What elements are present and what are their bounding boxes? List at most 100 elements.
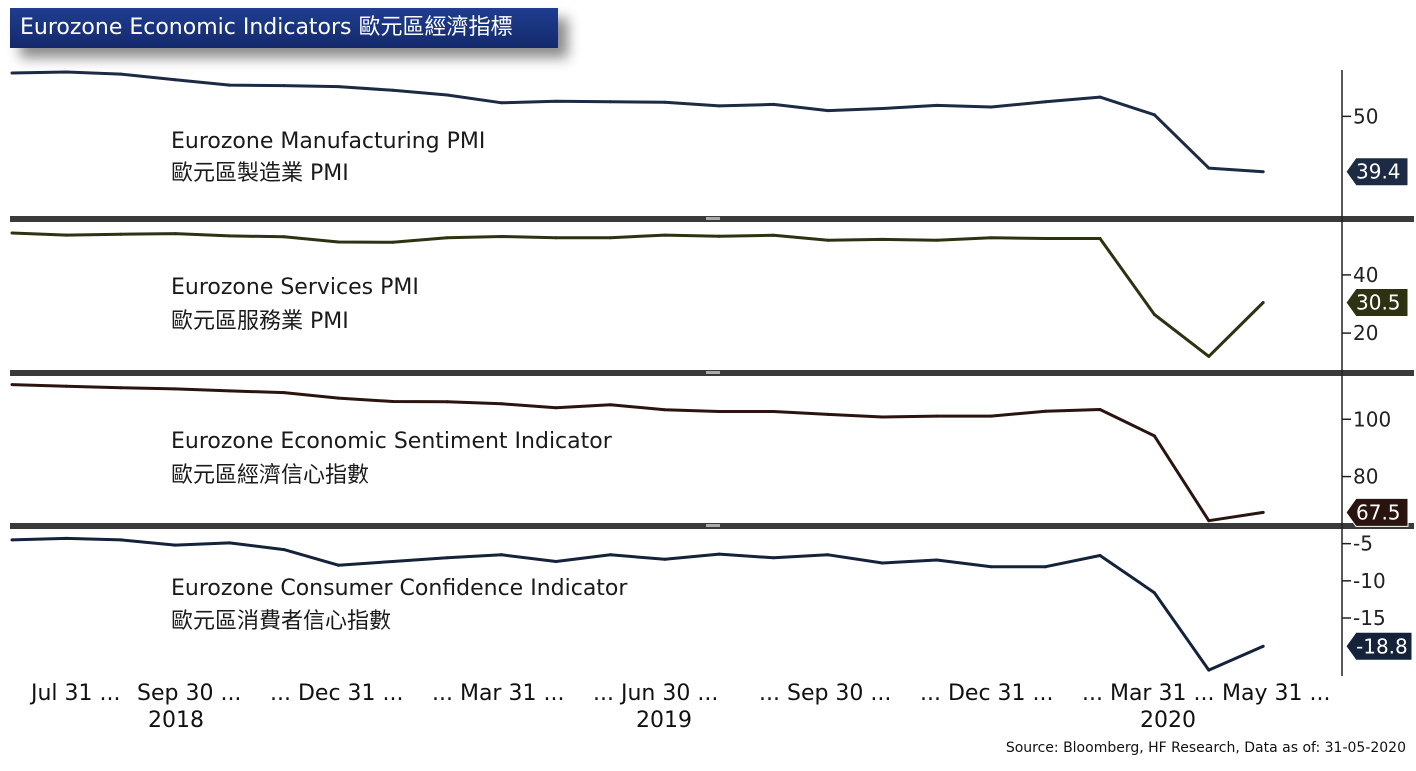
data-point [1152,591,1156,595]
series-label-en: Eurozone Manufacturing PMI [171,129,485,154]
data-point [500,235,504,238]
data-point [391,400,395,403]
data-point [282,548,286,552]
data-point [554,99,558,103]
data-point [1044,565,1048,569]
series-line [11,70,1264,174]
x-tick-label: ... Dec 31 ... [920,681,1054,706]
data-point [1152,113,1156,117]
series-label-en: Eurozone Economic Sentiment Indicator [171,429,613,454]
y-tick-label: 20 [1353,321,1378,345]
data-point [1261,644,1265,648]
x-tick-label: ... Sep 30 ... [759,681,891,706]
data-point [608,403,612,407]
data-point [717,410,721,413]
series-label-en: Eurozone Services PMI [171,275,419,300]
x-tick-label: ... Mar 31 ... [1082,681,1214,706]
data-point [826,109,830,113]
data-point [64,233,68,237]
data-point [1207,354,1211,358]
data-point [663,233,667,237]
x-tick-label: Sep 30 ... [137,681,241,706]
data-point [1098,554,1102,557]
panel-4: Eurozone Consumer Confidence Indicator 歐元… [10,532,1413,672]
data-point [1207,668,1211,672]
last-value-badge [1345,631,1413,661]
data-point [336,240,340,244]
data-point [608,100,612,104]
data-point [391,560,395,563]
x-tick-label: ... Mar 31 ... [432,681,564,706]
x-tick-label: May 31 ... [1222,681,1330,706]
x-tick-label: ... Dec 31 ... [270,681,404,706]
panel-1: Eurozone Manufacturing PMI 歐元區製造業 PMI 50 39… [10,70,1409,187]
data-point [10,538,14,542]
data-point [935,558,939,562]
data-point [282,391,286,395]
data-point [554,236,558,240]
data-point [445,556,449,560]
data-point [228,541,232,545]
data-point [1261,170,1265,174]
data-point [173,543,177,547]
panel-2: Eurozone Services PMI 歐元區服務業 PMI 40 20 30.5 [10,231,1409,358]
data-point [772,102,776,106]
last-value-badge [1345,497,1409,527]
last-value-label: 67.5 [1356,500,1401,524]
x-year-label: 2020 [1140,708,1196,733]
last-value-label: 30.5 [1356,291,1401,315]
data-point [608,236,612,240]
data-point [336,85,340,89]
data-point [282,235,286,239]
panel-dividers [10,216,1414,529]
data-point [663,557,667,561]
data-point [1044,100,1048,104]
last-value-badge [1345,288,1409,318]
series-label-zh: 歐元區服務業 PMI [171,309,349,334]
data-point [445,236,449,240]
data-point [119,72,123,76]
series-line [11,383,1264,523]
data-point [608,553,612,557]
divider-handle[interactable] [706,371,720,374]
data-point [10,71,14,75]
data-point [663,100,667,104]
data-point [1098,95,1102,99]
data-point [935,238,939,242]
data-point [989,105,993,109]
data-point [989,414,993,418]
data-point [880,561,884,565]
data-point [228,83,232,87]
data-point [173,232,177,236]
data-point [391,88,395,92]
data-point [826,553,830,557]
data-point [1261,510,1265,514]
y-tick-label: 40 [1353,263,1378,287]
last-value-label: 39.4 [1356,160,1401,184]
data-point [173,78,177,82]
panel-3: Eurozone Economic Sentiment Indicator 歐元區… [10,383,1409,527]
series-line [11,231,1265,358]
data-point [880,107,884,110]
data-point [228,389,232,393]
data-point [554,560,558,563]
chart-title: Eurozone Economic Indicators 歐元區經濟指標 [10,8,558,48]
data-point [500,402,504,406]
data-point [989,236,993,240]
data-point [772,410,776,413]
data-point [1261,301,1265,304]
data-point [64,384,68,388]
data-point [772,233,776,237]
last-value-label: -18.8 [1356,634,1408,658]
x-tick-label: Jul 31 ... [29,681,121,706]
data-point [445,93,449,97]
data-point [228,234,232,238]
divider-handle[interactable] [706,217,720,220]
data-point [10,383,14,387]
data-point [772,556,776,560]
x-axis: Jul 31 ... Sep 30 ... ... Dec 31 ... ... Ma… [29,681,1330,733]
y-tick-label: 50 [1353,104,1378,128]
divider-handle[interactable] [706,524,720,527]
data-point [935,103,939,107]
data-point [391,240,395,244]
